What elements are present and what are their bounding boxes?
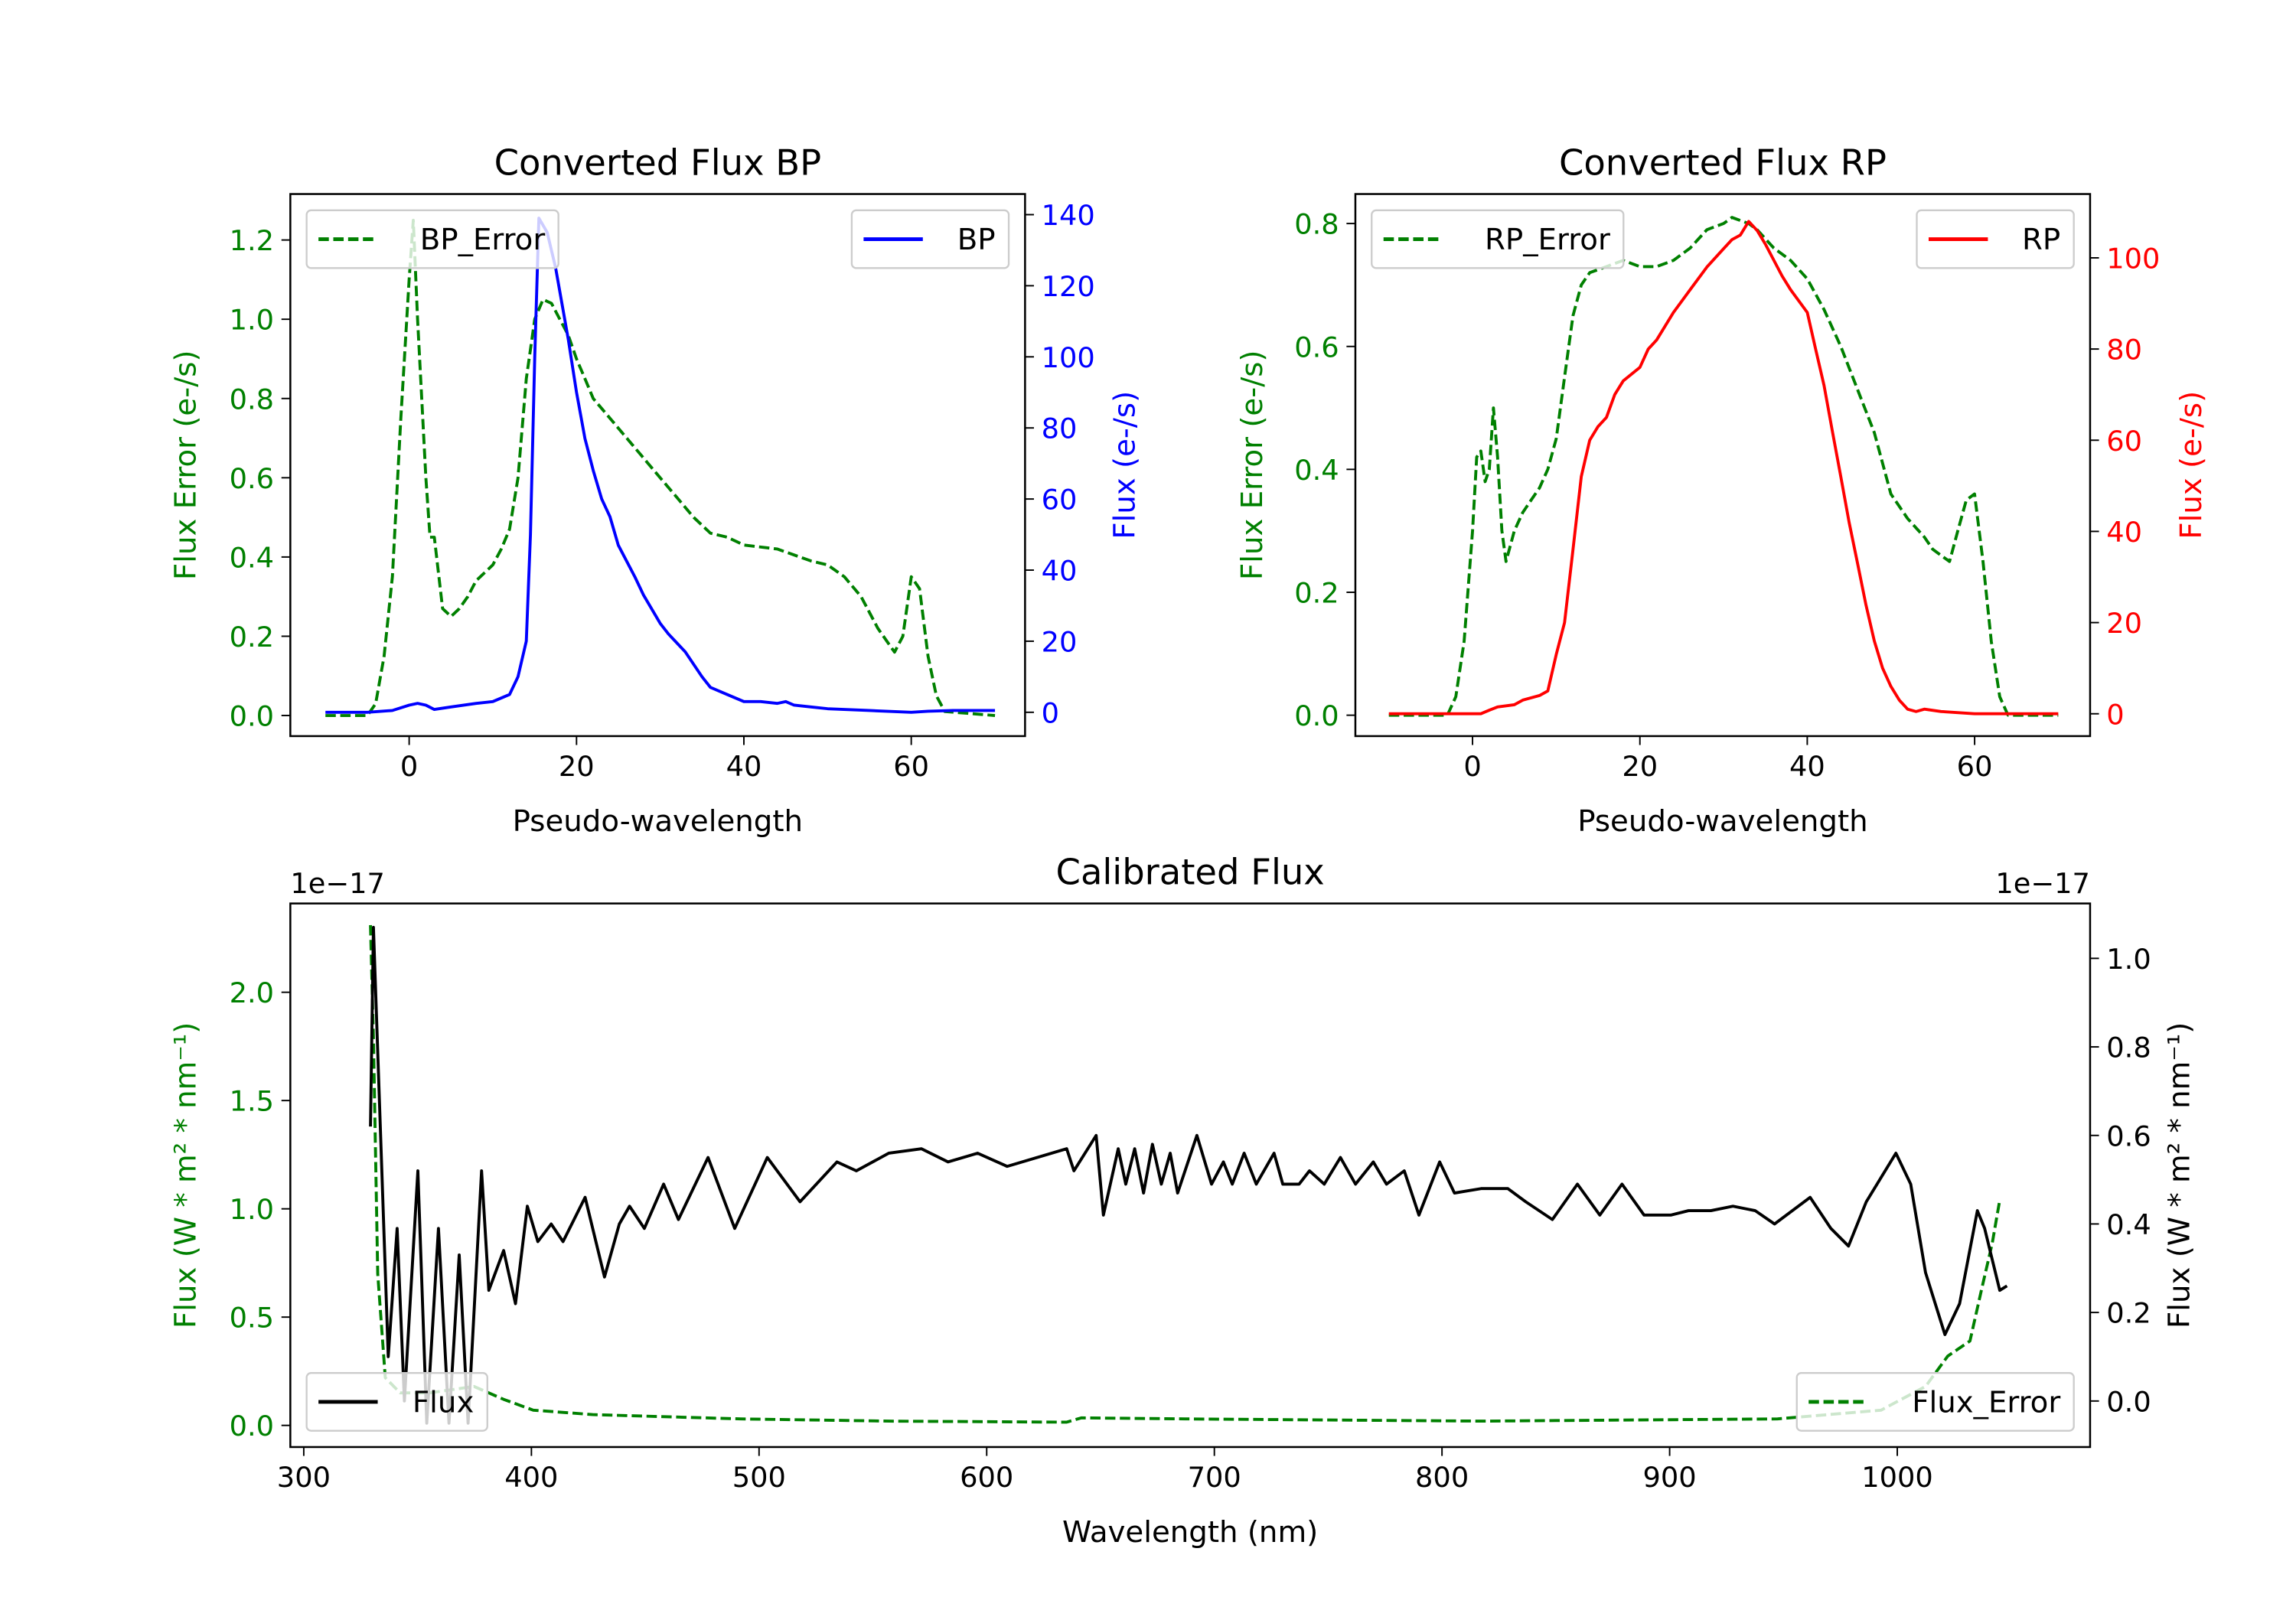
legend-box [850,209,1010,269]
y-left-tick-label: 0.8 [230,383,274,416]
legend-bp-error: BP_Error [305,209,559,269]
x-tick-label: 20 [1622,750,1658,783]
x-tick-label: 60 [893,750,929,783]
y-right-tick-label: 0 [1042,696,1059,729]
y-left-tick-label: 1.0 [230,304,274,337]
y-right-tick-label: 1.0 [2106,943,2151,976]
legend-box [1371,209,1625,269]
y-left-tick-label: 1.0 [230,1193,274,1226]
y-left-axis-label: Flux Error (e-/s) [1235,350,1270,580]
y-right-axis-label: Flux (e-/s) [1108,391,1143,539]
series-line-bp [325,217,996,714]
y-left-tick-label: 0.5 [230,1302,274,1335]
legend-label: Flux [413,1385,474,1420]
y-right-tick-label: 80 [1042,412,1078,445]
y-left-offset-text: 1e−17 [290,867,385,900]
legend-rp-error: RP_Error [1371,209,1625,269]
x-tick-label: 800 [1415,1461,1469,1494]
x-tick-label: 400 [504,1461,558,1494]
series-line-flux-error [369,924,2001,1424]
y-left-tick-label: 0.4 [1294,454,1339,487]
legend-box [305,209,559,269]
y-left-axis-label: Flux Error (e-/s) [168,350,203,580]
x-tick-label: 40 [1789,750,1825,783]
y-right-tick-label: 140 [1042,199,1095,232]
y-right-tick-label: 0 [2106,698,2124,731]
chart-title: Converted Flux RP [1559,142,1887,183]
y-right-tick-label: 60 [1042,484,1078,517]
y-right-tick-label: 100 [1042,341,1095,374]
y-right-axis-label: Flux (e-/s) [2174,391,2209,539]
x-tick-label: 700 [1188,1461,1241,1494]
y-right-tick-label: 100 [2106,243,2160,275]
x-tick-label: 0 [1463,750,1481,783]
legend-flux: Flux [305,1372,488,1432]
y-right-axis-label: Flux (W * m² * nm⁻¹) [2163,1022,2197,1328]
x-tick-label: 900 [1642,1461,1696,1494]
legend-box [1916,209,2075,269]
x-axis-label: Wavelength (nm) [1062,1515,1318,1550]
y-left-tick-label: 0.4 [230,541,274,574]
chart-panel-2: 0 20 40 60 0.0 0.2 0.4 0.6 0.8 0 20 40 60 80 100 Conver… [1235,142,2209,838]
y-right-offset-text: 1e−17 [1995,867,2090,900]
y-left-tick-label: 1.5 [230,1085,274,1118]
x-tick-label: 20 [559,750,595,783]
legend-bp: BP [850,209,1010,269]
chart-title: Converted Flux BP [494,142,822,183]
y-right-tick-label: 40 [1042,555,1078,588]
legend-label: Flux_Error [1912,1385,2060,1420]
y-left-tick-label: 0.0 [230,700,274,733]
x-axis-label: Pseudo-wavelength [1577,804,1867,839]
y-right-tick-label: 0.4 [2106,1208,2151,1241]
y-left-tick-label: 0.0 [1294,699,1339,732]
legend-box [1795,1372,2075,1432]
y-left-tick-label: 0.2 [230,621,274,654]
legend-label: RP_Error [1485,223,1610,257]
y-left-tick-label: 1.2 [230,224,274,257]
legend-box [305,1372,488,1432]
y-left-tick-label: 0.6 [230,462,274,495]
y-right-tick-label: 40 [2106,516,2142,549]
y-right-tick-label: 0.6 [2106,1120,2151,1152]
x-tick-label: 500 [732,1461,786,1494]
y-left-axis-label: Flux (W * m² * nm⁻¹) [168,1022,203,1328]
series-line-bp-error [325,218,996,717]
legend-label: RP [2022,223,2060,257]
y-left-tick-label: 0.0 [230,1410,274,1442]
axes-frame [1354,193,2092,738]
series-line-rp-error [1388,216,2059,717]
x-tick-label: 0 [400,750,418,783]
y-left-tick-label: 2.0 [230,976,274,1009]
legend-rp: RP [1916,209,2075,269]
chart-panel-1: 0 20 40 60 0.0 0.2 0.4 0.6 0.8 1.0 1.2 0 20 40 60 80 100… [168,142,1142,838]
axes-frame [289,193,1026,738]
legend-label: BP [957,223,996,257]
x-tick-label: 600 [960,1461,1013,1494]
legend-flux-error: Flux_Error [1795,1372,2075,1432]
chart-panel-3: 300 400 500 600 700 800 900 1000 0.0 0.5 1.0 1.5 2.0… [168,851,2197,1549]
y-left-tick-label: 0.2 [1294,577,1339,610]
chart-title: Calibrated Flux [1056,851,1325,892]
axes-frame [289,902,2092,1449]
x-axis-label: Pseudo-wavelength [513,804,803,839]
y-left-tick-label: 0.6 [1294,331,1339,363]
series-line-flux [369,925,2008,1425]
y-right-tick-label: 0.2 [2106,1297,2151,1330]
x-tick-label: 1000 [1861,1461,1933,1494]
y-right-tick-label: 0.0 [2106,1385,2151,1418]
y-right-tick-label: 0.8 [2106,1032,2151,1064]
y-right-tick-label: 20 [2106,607,2142,640]
series-line-rp [1388,220,2059,715]
y-right-tick-label: 120 [1042,270,1095,303]
x-tick-label: 40 [726,750,762,783]
x-tick-label: 60 [1957,750,1993,783]
y-right-tick-label: 80 [2106,334,2142,367]
y-left-tick-label: 0.8 [1294,208,1339,241]
y-right-tick-label: 20 [1042,625,1078,658]
y-right-tick-label: 60 [2106,425,2142,458]
x-tick-label: 300 [277,1461,331,1494]
legend-label: BP_Error [420,223,546,257]
